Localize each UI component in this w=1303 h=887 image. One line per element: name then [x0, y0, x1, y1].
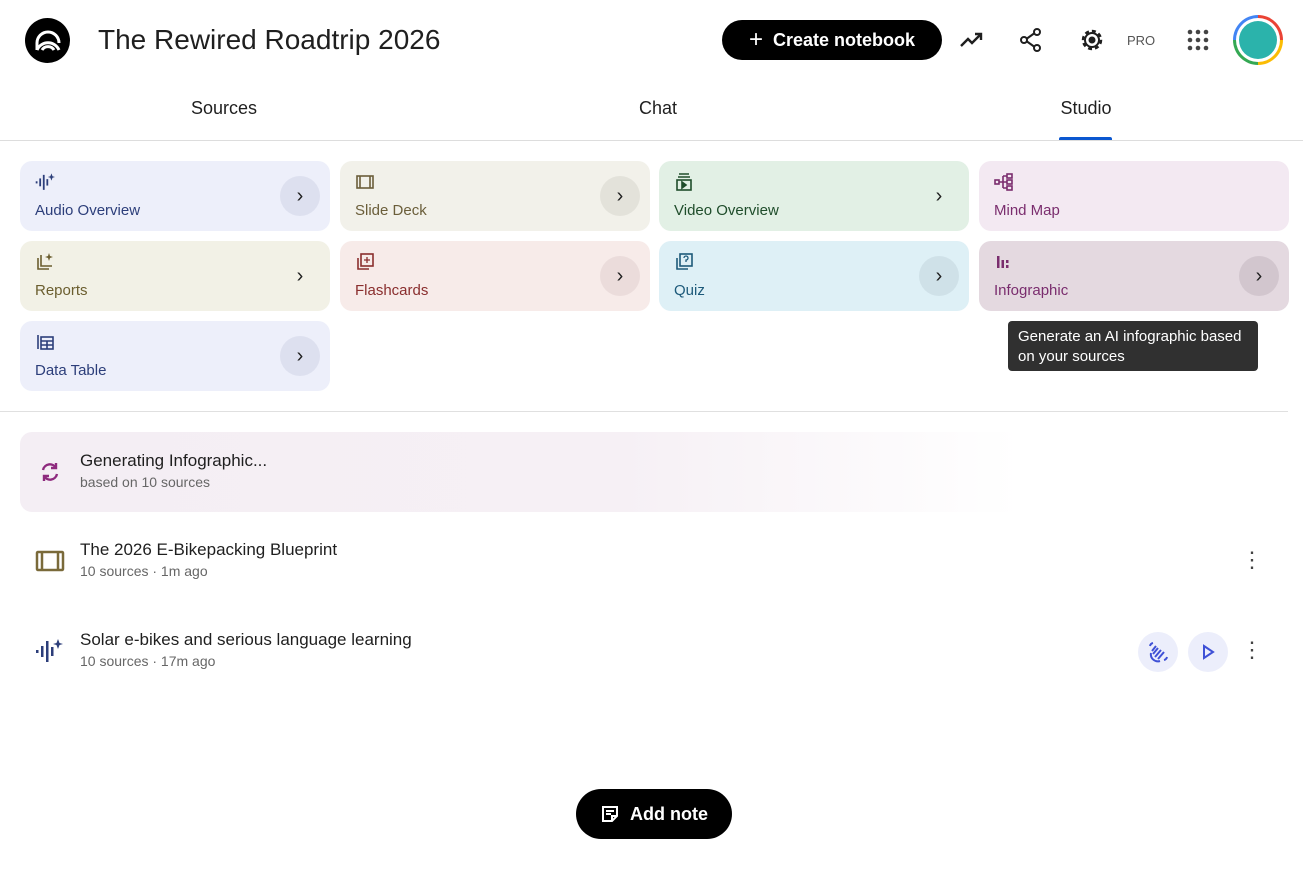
- generating-item: Generating Infographic... based on 10 so…: [20, 432, 1020, 512]
- table-icon: [35, 332, 55, 352]
- studio-card-label: Data Table: [35, 362, 107, 379]
- flashcards-icon: [355, 252, 375, 272]
- chevron-right-icon[interactable]: ›: [296, 264, 304, 287]
- sync-icon: [38, 460, 62, 489]
- studio-card-label: Slide Deck: [355, 202, 427, 219]
- play-icon: [1203, 644, 1215, 660]
- studio-card-label: Flashcards: [355, 282, 429, 299]
- mind-map-icon: [994, 172, 1014, 192]
- studio-card-infographic[interactable]: Infographic ›: [979, 241, 1289, 311]
- video-icon: [674, 172, 694, 192]
- more-options-icon[interactable]: ⋮: [1241, 637, 1263, 662]
- avatar[interactable]: [1233, 15, 1283, 65]
- section-divider: [0, 411, 1288, 412]
- item-title: The 2026 E-Bikepacking Blueprint: [80, 540, 338, 559]
- note-icon: [602, 806, 618, 822]
- studio-card-label: Quiz: [674, 282, 705, 299]
- studio-card-label: Mind Map: [994, 202, 1060, 219]
- generating-title: Generating Infographic...: [80, 451, 268, 470]
- tab-chat[interactable]: Chat: [638, 98, 678, 118]
- list-item[interactable]: Solar e-bikes and serious language learn…: [20, 620, 1288, 680]
- chevron-right-icon[interactable]: ›: [919, 256, 959, 296]
- slides-icon: [35, 550, 65, 577]
- generating-subtitle: based on 10 sources: [80, 474, 210, 490]
- studio-card-slide-deck[interactable]: Slide Deck ›: [340, 161, 650, 231]
- interactive-mode-button[interactable]: [1138, 632, 1178, 672]
- studio-card-video-overview[interactable]: Video Overview ›: [659, 161, 969, 231]
- infographic-icon: [994, 252, 1014, 272]
- item-meta: 10 sources · 17m ago: [80, 653, 216, 669]
- infographic-tooltip: Generate an AI infographic based on your…: [1008, 321, 1258, 371]
- studio-card-quiz[interactable]: Quiz ›: [659, 241, 969, 311]
- chevron-right-icon[interactable]: ›: [1239, 256, 1279, 296]
- studio-card-reports[interactable]: Reports ›: [20, 241, 330, 311]
- notebooklm-logo[interactable]: [25, 18, 70, 63]
- audio-sparkle-icon: [35, 172, 55, 192]
- chevron-right-icon[interactable]: ›: [280, 176, 320, 216]
- item-title: Solar e-bikes and serious language learn…: [80, 630, 412, 649]
- studio-card-audio-overview[interactable]: Audio Overview ›: [20, 161, 330, 231]
- studio-card-data-table[interactable]: Data Table ›: [20, 321, 330, 391]
- studio-card-label: Infographic: [994, 282, 1069, 299]
- reports-icon: [35, 252, 55, 272]
- active-tab-indicator: [1059, 137, 1112, 140]
- studio-card-label: Audio Overview: [35, 202, 141, 219]
- share-icon[interactable]: [1016, 25, 1046, 55]
- audio-sparkle-icon: [35, 638, 63, 669]
- settings-icon[interactable]: [1077, 25, 1107, 55]
- tab-studio[interactable]: Studio: [1060, 98, 1112, 118]
- hand-wave-icon: [1149, 642, 1168, 663]
- pro-badge: PRO: [1127, 33, 1156, 48]
- chevron-right-icon[interactable]: ›: [600, 176, 640, 216]
- play-button[interactable]: [1188, 632, 1228, 672]
- notebook-title[interactable]: The Rewired Roadtrip 2026: [98, 24, 441, 55]
- item-meta: 10 sources · 1m ago: [80, 563, 208, 579]
- create-notebook-button[interactable]: + Create notebook: [722, 20, 942, 60]
- studio-card-label: Reports: [35, 282, 88, 299]
- chevron-right-icon[interactable]: ›: [600, 256, 640, 296]
- chevron-right-icon[interactable]: ›: [935, 184, 943, 207]
- apps-grid-icon[interactable]: [1183, 25, 1213, 55]
- quiz-icon: [674, 252, 694, 272]
- studio-card-label: Video Overview: [674, 202, 779, 219]
- studio-card-mind-map[interactable]: Mind Map: [979, 161, 1289, 231]
- list-item[interactable]: The 2026 E-Bikepacking Blueprint 10 sour…: [20, 530, 1288, 590]
- slides-icon: [355, 172, 375, 192]
- tab-divider: [0, 140, 1303, 141]
- analytics-icon[interactable]: [957, 25, 987, 55]
- add-note-button[interactable]: Add note: [576, 789, 732, 839]
- plus-icon: +: [748, 26, 763, 53]
- chevron-right-icon[interactable]: ›: [280, 336, 320, 376]
- studio-card-flashcards[interactable]: Flashcards ›: [340, 241, 650, 311]
- more-options-icon[interactable]: ⋮: [1241, 547, 1263, 572]
- tab-sources[interactable]: Sources: [190, 98, 258, 118]
